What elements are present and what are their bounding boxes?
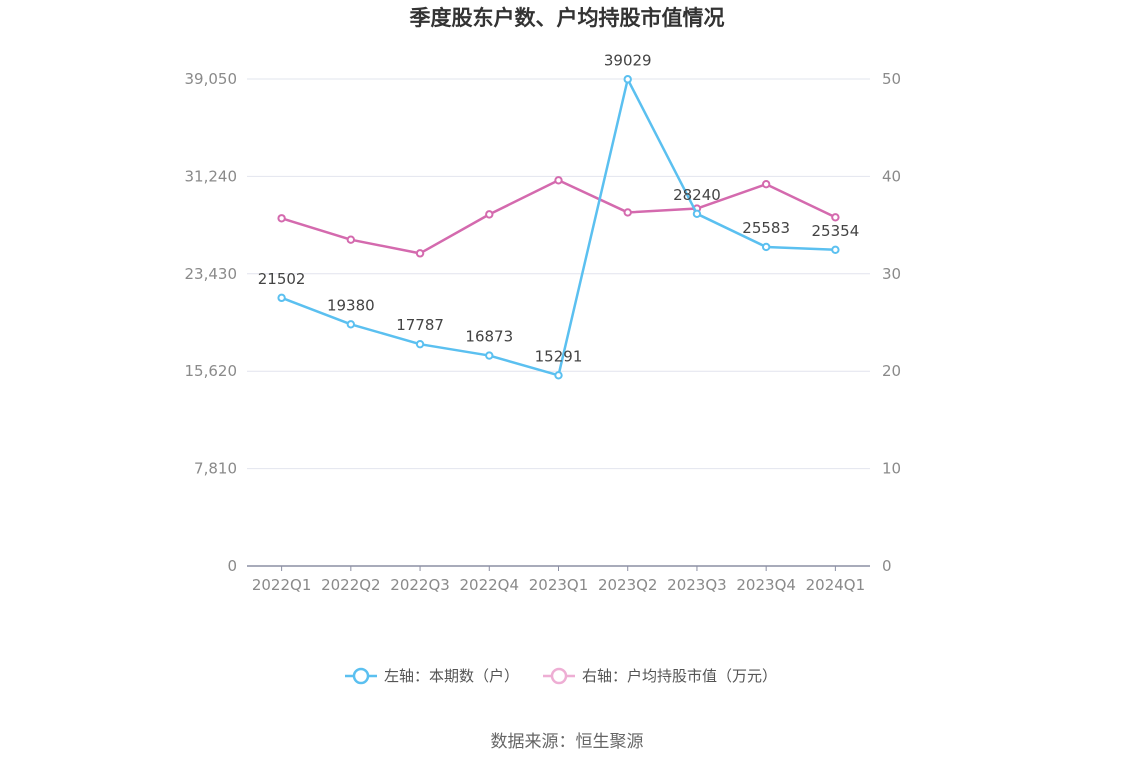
x-tick-label: 2023Q4 <box>736 576 796 594</box>
data-label: 16873 <box>465 328 513 346</box>
left-tick-label: 0 <box>227 557 237 575</box>
right-tick-label: 50 <box>882 70 901 88</box>
data-label: 25354 <box>812 222 860 240</box>
x-tick-label: 2024Q1 <box>806 576 866 594</box>
x-tick-label: 2022Q4 <box>460 576 520 594</box>
legend-label-left: 左轴：本期数（户） <box>384 667 519 685</box>
x-tick-label: 2023Q1 <box>529 576 589 594</box>
data-source: 数据来源：恒生聚源 <box>491 732 644 752</box>
right-y-axis: 0 10 20 30 40 50 <box>882 70 901 575</box>
right-tick-label: 40 <box>882 167 901 185</box>
legend-marker-left <box>352 667 370 685</box>
left-y-axis: 0 7,810 15,620 23,430 31,240 39,050 <box>185 70 238 575</box>
avg-holding-value-point <box>554 176 563 185</box>
avg-holding-value-point <box>761 179 771 189</box>
right-tick-label: 20 <box>882 362 901 380</box>
left-tick-label: 7,810 <box>194 460 237 478</box>
shareholder-count-point <box>346 320 356 329</box>
legend-label-right: 右轴：户均持股市值（万元） <box>582 667 777 685</box>
data-label: 28240 <box>673 186 721 204</box>
shareholder-count-point <box>761 242 771 252</box>
avg-holding-value-point <box>831 213 840 222</box>
shareholder-count-point <box>277 293 286 303</box>
x-tick-label: 2022Q1 <box>252 576 312 594</box>
x-tick-label: 2023Q2 <box>598 576 658 594</box>
avg-holding-value-line <box>281 179 836 255</box>
x-tick-label: 2023Q3 <box>667 576 727 594</box>
avg-holding-value-point <box>623 208 632 217</box>
grid-lines <box>247 78 870 470</box>
data-label: 39029 <box>604 51 652 69</box>
series-layer: 21502 19380 17787 16873 15291 39029 28240 25583… <box>258 51 860 380</box>
shareholder-count-point <box>623 75 632 84</box>
chart-title: 季度股东户数、户均持股市值情况 <box>410 6 725 30</box>
avg-holding-value-point <box>277 214 286 223</box>
data-label: 17787 <box>396 316 444 334</box>
shareholder-count-point <box>554 371 563 380</box>
data-label: 21502 <box>258 270 306 288</box>
shareholder-count-point <box>485 351 494 360</box>
shareholder-count-point <box>415 339 425 349</box>
left-tick-label: 23,430 <box>185 265 238 283</box>
right-tick-label: 0 <box>882 557 892 575</box>
x-tick-label: 2022Q2 <box>321 576 381 594</box>
x-tick-label: 2022Q3 <box>390 576 450 594</box>
x-axis: 2022Q1 2022Q2 2022Q3 2022Q4 2023Q1 2023Q2 2023… <box>247 565 870 594</box>
data-label: 19380 <box>327 296 375 314</box>
data-label: 15291 <box>535 347 583 365</box>
left-tick-label: 15,620 <box>185 362 238 380</box>
avg-holding-value-point <box>415 249 425 258</box>
left-tick-label: 31,240 <box>185 167 238 185</box>
legend-marker-right <box>550 667 568 685</box>
data-label: 25583 <box>742 219 790 237</box>
avg-holding-value-point <box>346 235 356 244</box>
shareholder-count-point <box>831 245 840 255</box>
right-tick-label: 30 <box>882 265 901 283</box>
legend[interactable]: 左轴：本期数（户） 右轴：户均持股市值（万元） <box>345 667 777 685</box>
shareholder-count-point <box>692 209 702 219</box>
right-tick-label: 10 <box>882 460 901 478</box>
avg-holding-value-point <box>485 210 494 219</box>
left-tick-label: 39,050 <box>185 70 238 88</box>
